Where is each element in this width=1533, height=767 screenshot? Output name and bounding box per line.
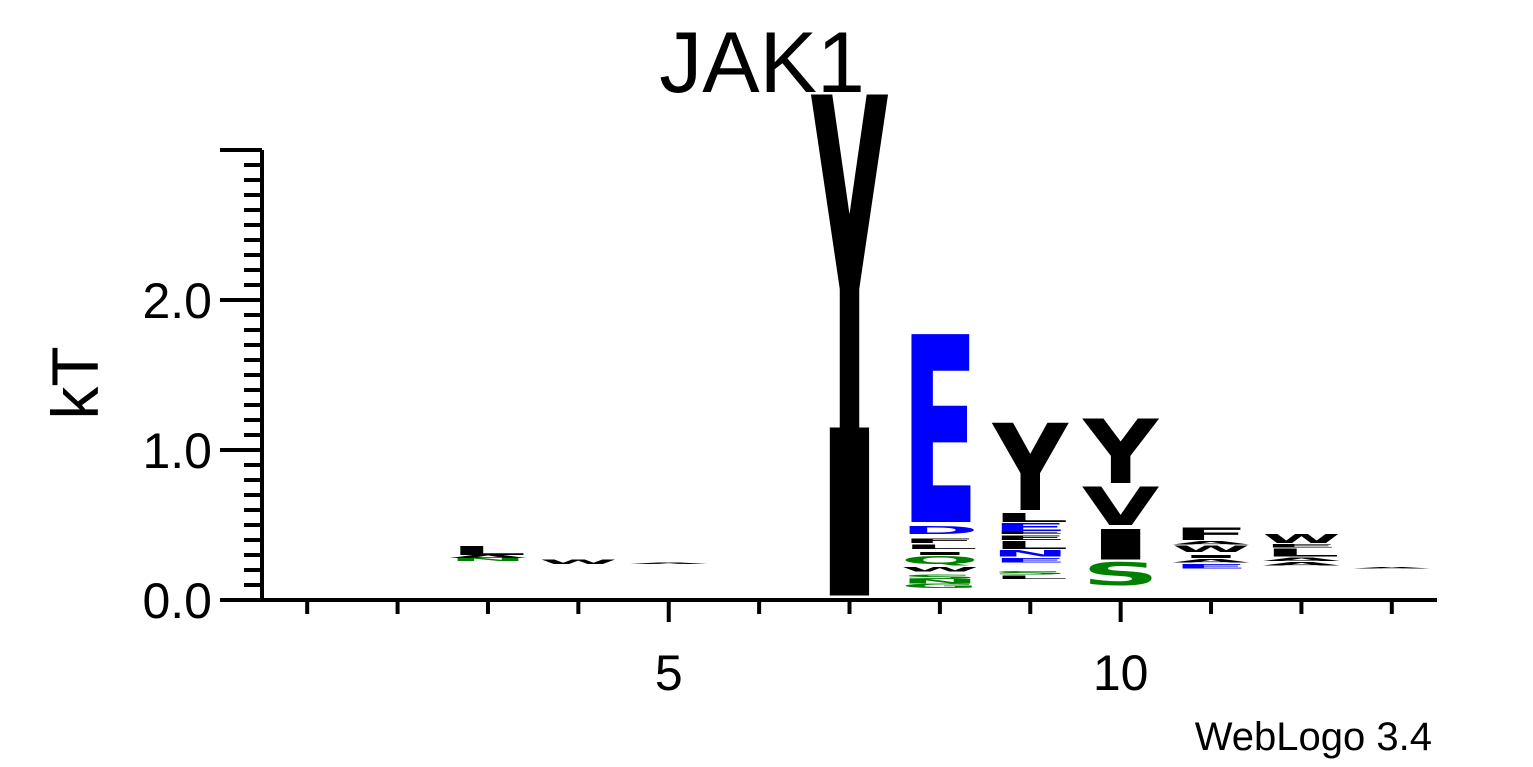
logo-letter-e: E	[991, 530, 1069, 535]
logo-letter-e: E	[991, 534, 1069, 541]
y-tick-label: 1.0	[142, 423, 212, 479]
logo-column-4: W	[539, 558, 617, 565]
logo-letter-n: N	[449, 557, 527, 562]
x-axis: 5 10	[260, 598, 1437, 701]
logo-letter-l: L	[991, 539, 1069, 551]
logo-letter-a: A	[1172, 559, 1250, 564]
y-axis: 0.0 1.0 2.0	[142, 148, 264, 629]
logo-column-3: NAL	[449, 544, 527, 562]
logo-letter-i: I	[901, 551, 979, 556]
logo-letter-s: S	[991, 571, 1069, 576]
logo-letter-e: E	[1172, 563, 1250, 570]
logo-letter-v: V	[1082, 477, 1160, 538]
logo-letter-q: Q	[901, 555, 979, 567]
logo-letter-f: F	[901, 537, 979, 544]
logo-letter-a: A	[1263, 557, 1341, 562]
logo-letter-s: S	[901, 573, 979, 580]
logo-letter-a: A	[1353, 567, 1431, 569]
logo-letter-w: W	[901, 566, 979, 573]
logo-letter-l: L	[449, 544, 527, 558]
y-tick-label: 2.0	[142, 273, 212, 329]
y-axis-label: kT	[38, 346, 112, 419]
logo-letter-l: L	[991, 511, 1069, 525]
logo-letter-a: A	[630, 562, 708, 564]
logo-letter-g: G	[901, 582, 979, 589]
logo-letter-f: F	[1172, 525, 1250, 544]
weblogo-credit: WebLogo 3.4	[1195, 715, 1432, 759]
logo-letter-w: W	[539, 558, 617, 565]
chart-title: JAK1	[659, 15, 865, 111]
logo-letter-d: D	[901, 524, 979, 536]
logo-column-5: A	[630, 562, 708, 564]
logo-letter-a: A	[1263, 562, 1341, 567]
logo-letter-e: E	[901, 283, 979, 583]
logo-letter-y: Y	[810, 3, 888, 540]
logo-letter-l: L	[901, 543, 979, 550]
logo-letter-n: N	[991, 549, 1069, 559]
x-tick-label: 5	[655, 645, 683, 701]
logo-letter-w: W	[1172, 544, 1250, 554]
x-tick-label: 10	[1093, 645, 1149, 701]
logo-letter-a: A	[449, 554, 527, 559]
logo-letter-i: I	[1082, 521, 1160, 570]
logo-letter-n: N	[901, 578, 979, 585]
logo-column-7: IY	[810, 3, 888, 650]
logo-letter-e: E	[991, 557, 1069, 564]
logo-letter-w: W	[1263, 531, 1341, 546]
logo-letter-a: A	[1172, 541, 1250, 546]
logo-letter-i: I	[1172, 554, 1250, 559]
logo-letter-l: L	[1263, 547, 1341, 559]
logo-letter-e: E	[1263, 544, 1341, 549]
logo-column-13: A	[1353, 567, 1431, 569]
logo-letter-y: Y	[991, 400, 1070, 539]
logo-letter-y: Y	[1082, 402, 1160, 505]
logo-letter-s: S	[1082, 556, 1160, 593]
logo-letter-l: L	[991, 575, 1069, 580]
logo-letter-e: E	[991, 521, 1069, 533]
y-tick-label: 0.0	[142, 573, 212, 629]
